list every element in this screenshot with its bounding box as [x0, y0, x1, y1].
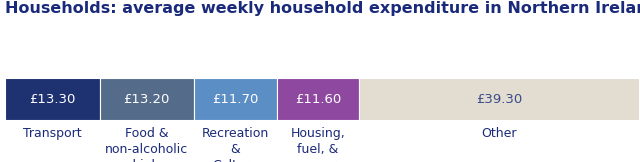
- FancyBboxPatch shape: [193, 78, 276, 120]
- Text: Households: average weekly household expenditure in Northern Ireland: Households: average weekly household exp…: [5, 1, 640, 16]
- Text: Other: Other: [481, 127, 516, 140]
- Text: £13.20: £13.20: [124, 93, 170, 105]
- Text: £39.30: £39.30: [476, 93, 522, 105]
- Text: Housing,
fuel, &
power: Housing, fuel, & power: [291, 127, 346, 162]
- Text: Transport: Transport: [23, 127, 82, 140]
- Text: £11.60: £11.60: [295, 93, 341, 105]
- Text: Recreation
&
Culture: Recreation & Culture: [202, 127, 269, 162]
- FancyBboxPatch shape: [5, 78, 100, 120]
- Text: £11.70: £11.70: [212, 93, 259, 105]
- Text: £13.30: £13.30: [29, 93, 76, 105]
- FancyBboxPatch shape: [276, 78, 359, 120]
- FancyBboxPatch shape: [359, 78, 639, 120]
- FancyBboxPatch shape: [100, 78, 193, 120]
- Text: Food &
non-alcoholic
drinks: Food & non-alcoholic drinks: [105, 127, 188, 162]
